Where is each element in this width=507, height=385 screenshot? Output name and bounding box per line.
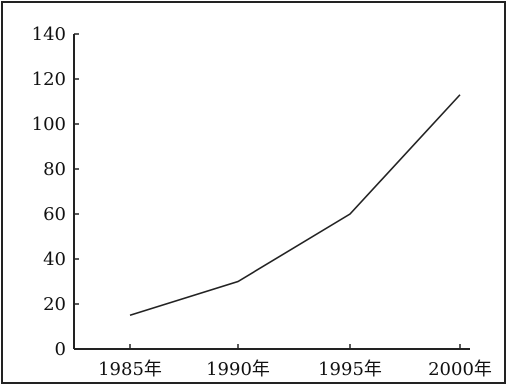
x-tick-label: 1995年	[318, 359, 382, 380]
y-tick-label: 0	[55, 339, 66, 360]
ticks	[74, 33, 461, 350]
y-tick-label: 80	[43, 159, 66, 180]
y-tick-label: 40	[43, 249, 66, 270]
x-tick-label: 1985年	[98, 359, 162, 380]
x-tick-label: 1990年	[206, 359, 270, 380]
y-tick-label: 140	[32, 24, 66, 45]
series-line	[129, 94, 461, 317]
y-tick-label: 20	[43, 294, 66, 315]
y-tick-label: 100	[32, 114, 66, 135]
axes	[73, 34, 470, 350]
tick-labels: 0 20 40 60 80 100 120 140 1985年 1990年 1995年 2000年	[32, 24, 492, 380]
x-tick-label: 2000年	[428, 359, 492, 380]
series-group	[129, 94, 461, 317]
y-tick-label: 120	[32, 69, 66, 90]
y-tick-label: 60	[43, 204, 66, 225]
